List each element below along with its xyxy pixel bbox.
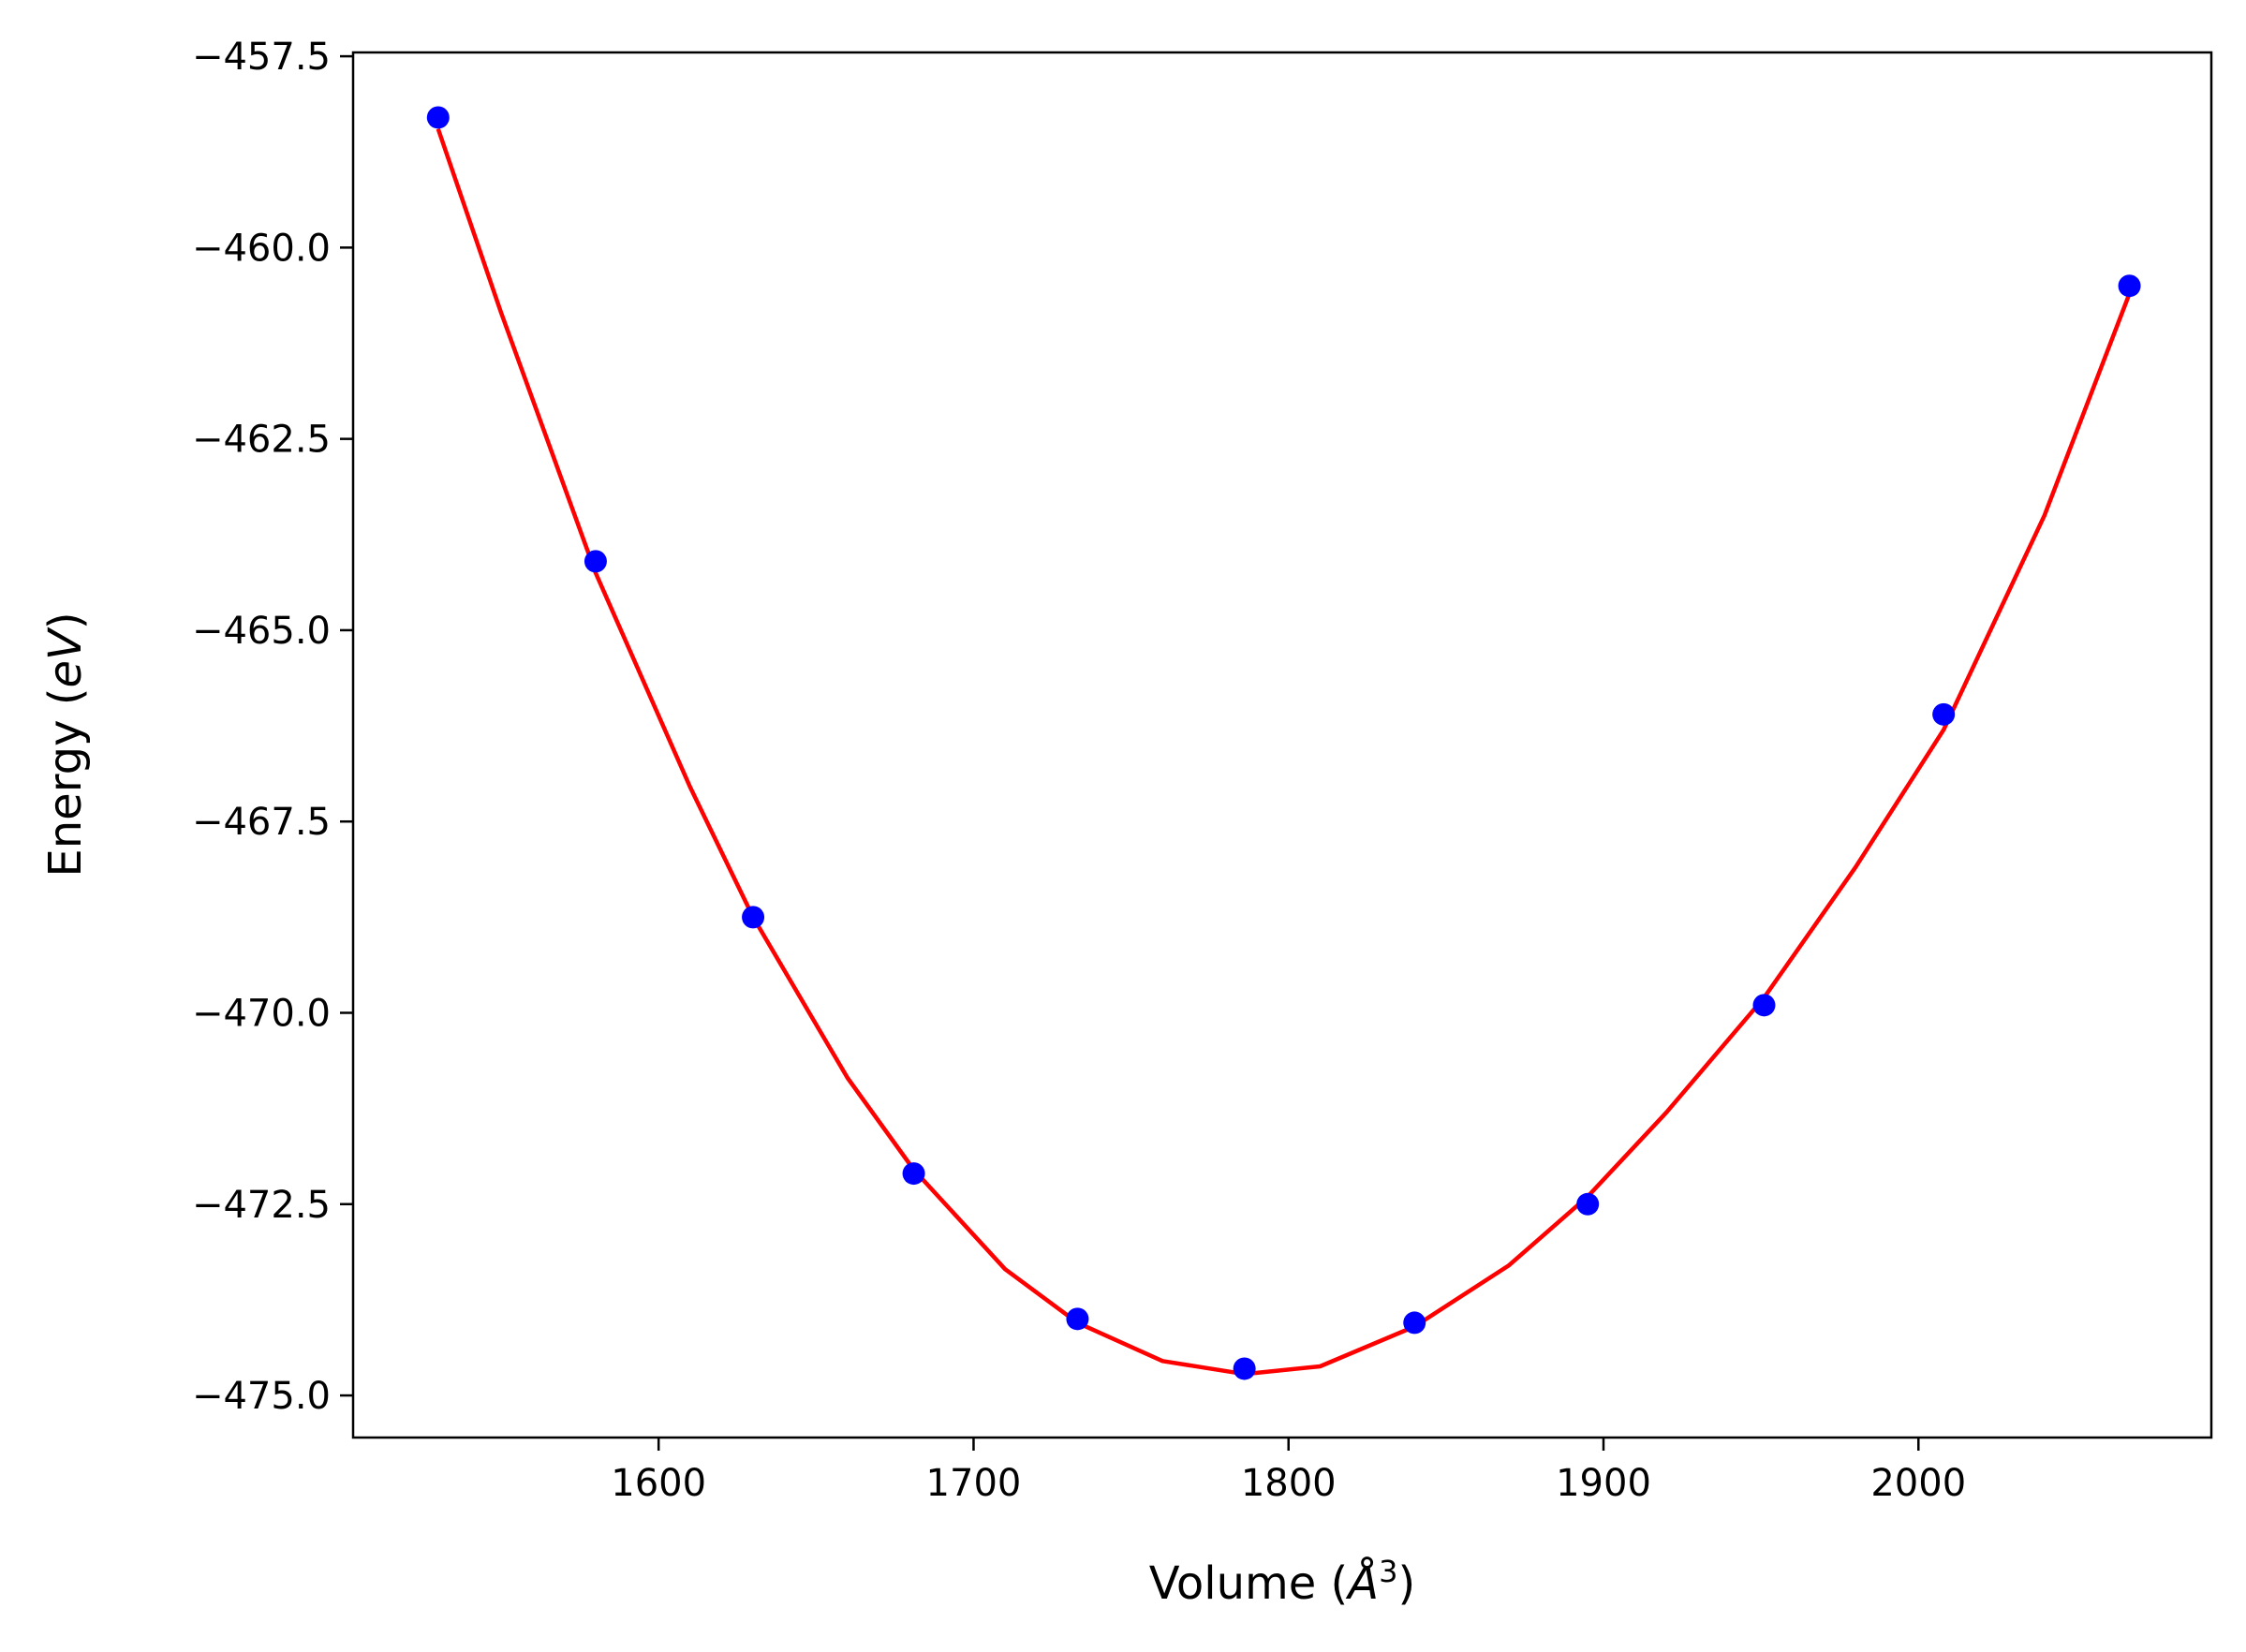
data-point xyxy=(742,906,765,929)
data-point xyxy=(902,1162,925,1186)
x-tick-label: 1600 xyxy=(611,1462,706,1505)
data-point xyxy=(584,550,607,573)
y-tick-label: −475.0 xyxy=(192,1375,331,1418)
data-point xyxy=(2118,274,2141,298)
plot-background xyxy=(353,52,2211,1438)
plot-frame xyxy=(351,51,2213,1439)
y-tick-label: −460.0 xyxy=(192,227,331,270)
y-tick-label: −467.5 xyxy=(192,801,331,844)
y-axis-title-suffix: ) xyxy=(39,612,92,629)
y-tick-label: −457.5 xyxy=(192,36,331,79)
y-tick-label: −465.0 xyxy=(192,610,331,653)
y-tick-label: −462.5 xyxy=(192,419,331,462)
data-point xyxy=(426,106,450,129)
x-axis-ticks: 1600 1700 1800 1900 2000 xyxy=(611,1438,1966,1505)
data-point xyxy=(1752,994,1776,1017)
x-axis-title: Volume (Å3) xyxy=(1149,1554,1415,1610)
y-axis-title: Energy (eV) xyxy=(39,612,92,877)
data-point xyxy=(1576,1192,1600,1216)
y-axis-title-unit: eV xyxy=(39,627,92,688)
x-tick-label: 2000 xyxy=(1870,1462,1966,1505)
x-axis-title-prefix: Volume ( xyxy=(1149,1557,1349,1610)
data-point xyxy=(1403,1311,1426,1335)
y-axis-title-prefix: Energy ( xyxy=(39,688,92,878)
x-axis-title-symbol: Å xyxy=(1345,1556,1379,1610)
data-point xyxy=(1932,702,1956,726)
y-tick-label: −470.0 xyxy=(192,992,331,1035)
x-axis-title-exponent: 3 xyxy=(1379,1554,1397,1589)
data-points xyxy=(426,106,2141,1380)
y-axis-ticks: −457.5 −460.0 −462.5 −465.0 −467.5 −470.0 −472… xyxy=(192,36,353,1418)
x-axis-title-suffix: ) xyxy=(1397,1557,1415,1610)
data-point xyxy=(1066,1307,1089,1331)
data-point xyxy=(1233,1357,1256,1380)
y-tick-label: −472.5 xyxy=(192,1184,331,1227)
x-tick-label: 1900 xyxy=(1556,1462,1651,1505)
x-tick-label: 1700 xyxy=(926,1462,1022,1505)
x-tick-label: 1800 xyxy=(1241,1462,1337,1505)
